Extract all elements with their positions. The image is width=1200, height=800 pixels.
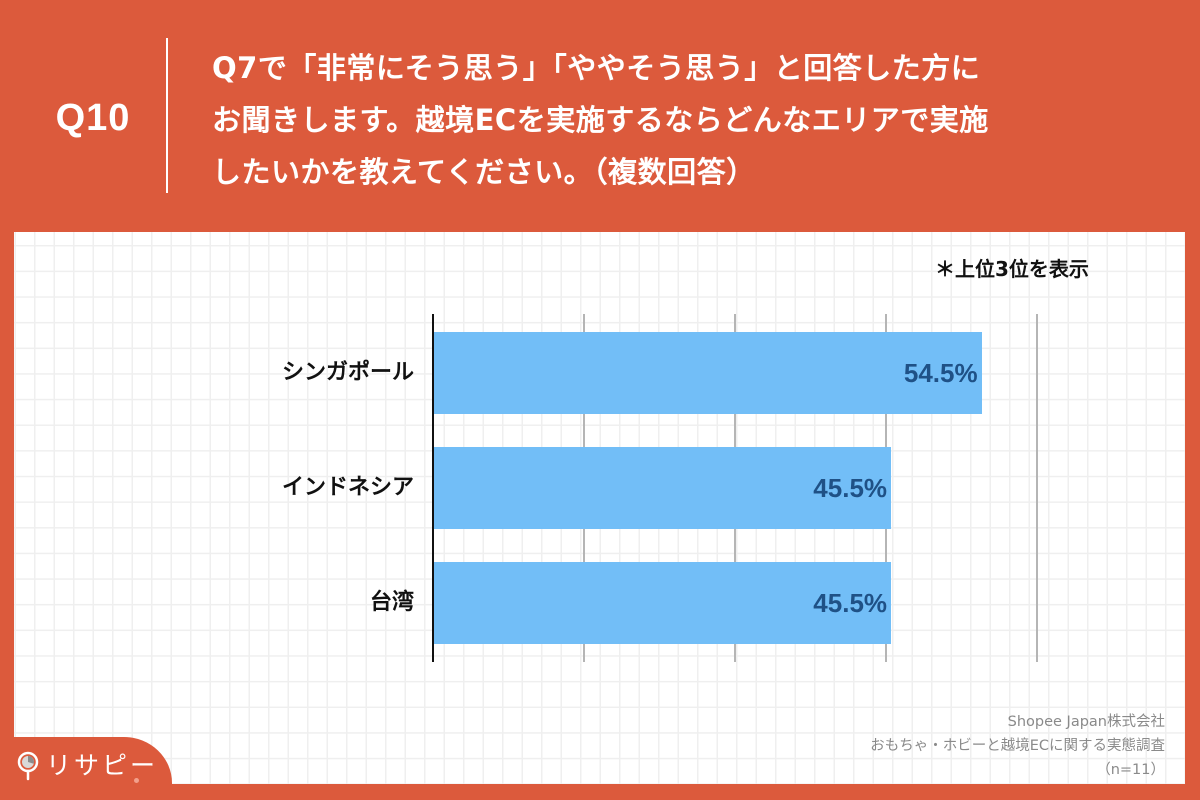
bar-value-label: 45.5%	[813, 473, 888, 503]
bar-value-label: 45.5%	[813, 588, 888, 618]
bar: 45.5%	[433, 562, 892, 644]
header-divider	[166, 38, 168, 193]
x-gridline	[1036, 314, 1038, 662]
logo-tab	[0, 737, 172, 800]
source-sample-size: （n=11）	[1096, 762, 1165, 778]
bar: 45.5%	[433, 447, 892, 529]
category-label: シンガポール	[281, 360, 414, 385]
question-line: したいかを教えてください。（複数回答）	[212, 155, 756, 189]
y-axis-line	[432, 314, 434, 662]
category-label: 台湾	[369, 590, 414, 615]
bar-value-label: 54.5%	[903, 358, 978, 388]
question-text: Q7で「非常にそう思う」「ややそう思う」と回答した方に お聞きします。越境ECを…	[212, 42, 1172, 198]
question-line: お聞きします。越境ECを実施するならどんなエリアで実施	[212, 103, 989, 137]
bar: 54.5%	[433, 332, 982, 414]
category-label: インドネシア	[281, 475, 414, 500]
chart-note: ＊上位3位を表示	[935, 257, 1089, 281]
question-line: Q7で「非常にそう思う」「ややそう思う」と回答した方に	[212, 51, 981, 85]
bar-row: 台湾 45.5%	[0, 562, 1200, 644]
source-credit: Shopee Japan株式会社 おもちゃ・ホビーと越境ECに関する実態調査 （…	[870, 710, 1165, 782]
bar-row: シンガポール 54.5%	[0, 332, 1200, 414]
logo-dot	[134, 778, 139, 783]
source-survey: おもちゃ・ホビーと越境ECに関する実態調査	[870, 738, 1165, 754]
bar-row: インドネシア 45.5%	[0, 447, 1200, 529]
logo: リサピー	[16, 750, 158, 782]
source-company: Shopee Japan株式会社	[1007, 714, 1165, 730]
logo-text: リサピー	[46, 751, 159, 780]
magnifier-pie-icon	[17, 751, 39, 781]
question-number: Q10	[55, 97, 131, 139]
